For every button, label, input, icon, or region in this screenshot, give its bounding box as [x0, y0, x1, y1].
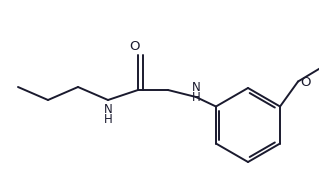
Text: O: O [129, 40, 139, 53]
Text: O: O [300, 76, 310, 89]
Text: N: N [104, 103, 112, 116]
Text: H: H [192, 91, 200, 104]
Text: N: N [192, 81, 200, 94]
Text: H: H [104, 113, 112, 126]
